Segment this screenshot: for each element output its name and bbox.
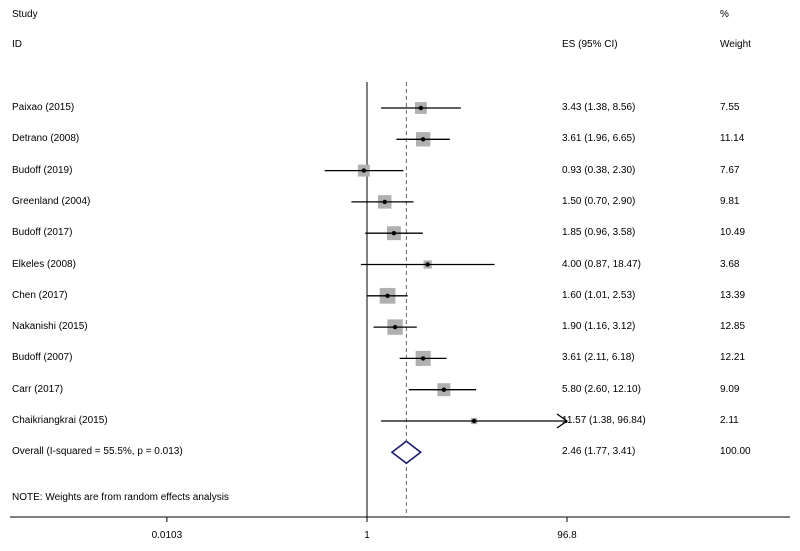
point-estimate xyxy=(425,262,430,267)
study-weight: 11.14 xyxy=(720,133,745,145)
point-estimate xyxy=(441,387,447,392)
overall-label: Overall (I-squared = 55.5%, p = 0.013) xyxy=(12,446,183,458)
study-es-ci: 1.50 (0.70, 2.90) xyxy=(562,195,636,207)
study-label: Chaikriangkrai (2015) xyxy=(12,415,108,426)
point-estimate xyxy=(420,356,426,361)
study-header: Study xyxy=(12,9,38,20)
overall-diamond xyxy=(390,440,422,465)
study-weight: 7.55 xyxy=(720,102,740,113)
weight-header: Weight xyxy=(720,39,751,50)
study-label: Budoff (2019) xyxy=(12,164,73,176)
study-es-ci: 1.85 (0.96, 3.58) xyxy=(562,227,636,239)
point-estimate xyxy=(420,137,426,142)
x-axis-tick-label: 1 xyxy=(364,530,370,541)
study-label: Carr (2017) xyxy=(12,383,64,395)
study-weight: 9.81 xyxy=(720,195,740,207)
x-axis-tick-label: 96.8 xyxy=(557,530,577,541)
es-ci-header: ES (95% CI) xyxy=(562,39,618,50)
study-label: Budoff (2007) xyxy=(12,352,73,364)
ci-arrow xyxy=(556,413,569,429)
study-weight: 7.67 xyxy=(720,164,740,176)
study-weight: 10.49 xyxy=(720,227,746,239)
study-label: Elkeles (2008) xyxy=(12,258,76,270)
overall-es-ci: 2.46 (1.77, 3.41) xyxy=(562,446,636,458)
study-label: Budoff (2017) xyxy=(12,227,73,239)
study-weight: 12.85 xyxy=(720,321,746,333)
study-es-ci: 1.90 (1.16, 3.12) xyxy=(562,321,636,333)
point-estimate xyxy=(392,324,398,330)
study-es-ci: 3.61 (2.11, 6.18) xyxy=(562,352,635,364)
study-label: Detrano (2008) xyxy=(12,133,80,145)
study-weight: 3.68 xyxy=(720,258,740,270)
weight-percent-header: % xyxy=(720,9,729,20)
point-estimate xyxy=(385,293,390,298)
study-weight: 9.09 xyxy=(720,383,740,395)
footnote: NOTE: Weights are from random effects an… xyxy=(12,492,229,503)
study-es-ci: 1.60 (1.01, 2.53) xyxy=(562,289,636,301)
point-estimate xyxy=(382,199,387,205)
point-estimate xyxy=(391,231,397,236)
x-axis-tick-label: 0.0103 xyxy=(151,530,183,541)
id-header: ID xyxy=(12,39,22,50)
point-estimate xyxy=(418,105,424,111)
study-label: Nakanishi (2015) xyxy=(12,321,88,333)
study-label: Chen (2017) xyxy=(12,289,68,301)
study-es-ci: 4.00 (0.87, 18.47) xyxy=(562,258,641,270)
study-label: Greenland (2004) xyxy=(12,195,91,207)
point-estimate xyxy=(471,418,477,424)
study-label: Paixao (2015) xyxy=(12,102,75,113)
study-weight: 2.11 xyxy=(720,415,739,426)
study-es-ci: 3.43 (1.38, 8.56) xyxy=(562,102,636,113)
study-es-ci: 5.80 (2.60, 12.10) xyxy=(562,383,641,395)
point-estimate xyxy=(361,168,367,173)
overall-weight: 100.00 xyxy=(720,446,751,458)
study-es-ci: 11.57 (1.38, 96.84) xyxy=(562,415,646,426)
study-weight: 12.21 xyxy=(720,352,746,364)
study-es-ci: 3.61 (1.96, 6.65) xyxy=(562,133,636,145)
study-weight: 13.39 xyxy=(720,289,746,301)
study-es-ci: 0.93 (0.38, 2.30) xyxy=(562,164,636,176)
